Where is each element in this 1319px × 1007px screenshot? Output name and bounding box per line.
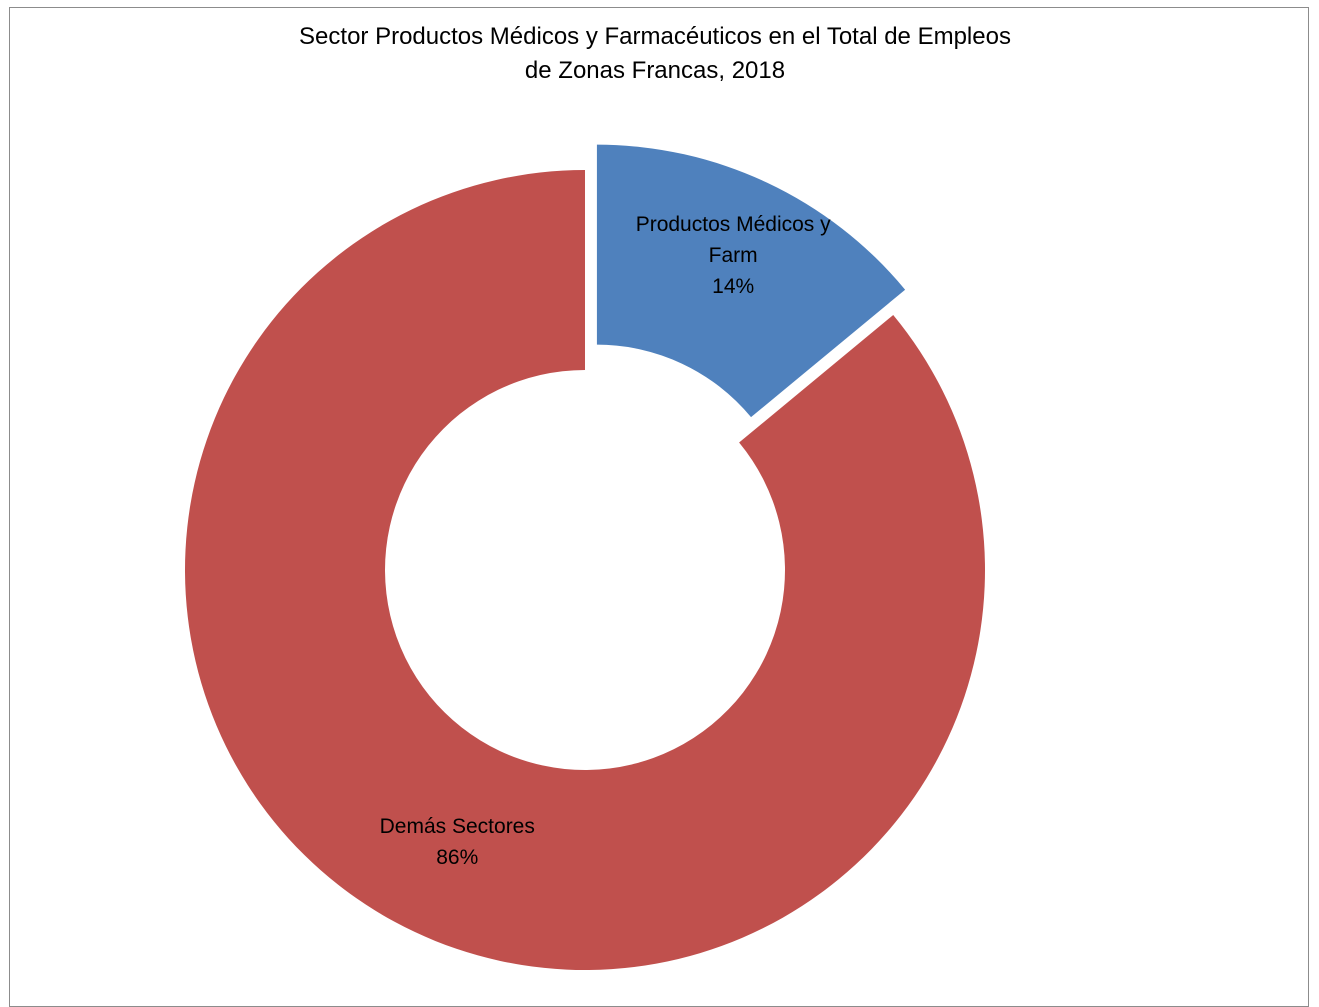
slice-label-0: Productos Médicos y Farm 14% — [636, 213, 831, 298]
donut-slice-0 — [596, 144, 906, 418]
slice-value-label: 86% — [436, 846, 478, 869]
chart-title: Sector Productos Médicos y Farmacéuticos… — [299, 23, 1011, 84]
slice-name-label: Productos Médicos y — [636, 213, 831, 236]
slice-name-label: Demás Sectores — [380, 815, 535, 838]
slice-label-1: Demás Sectores 86% — [380, 815, 535, 869]
donut-slice-1 — [184, 170, 985, 970]
slice-value-label: 14% — [712, 275, 754, 298]
slice-name-label: Farm — [709, 244, 758, 267]
